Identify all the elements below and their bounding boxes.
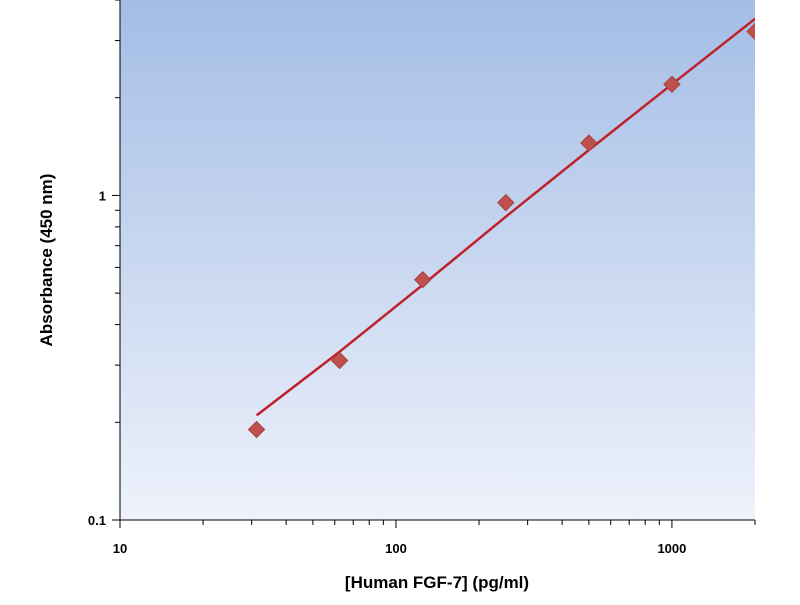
y-axis-title: Absorbance (450 nm) — [37, 174, 56, 347]
x-tick-labels: 10 100 1000 — [113, 541, 687, 556]
x-ticks — [119, 520, 756, 528]
y-tick-labels: 0.11 — [88, 188, 106, 528]
data-point — [330, 351, 349, 370]
y-tick-label: 0.1 — [88, 513, 106, 528]
data-point — [580, 134, 598, 152]
data-point — [247, 420, 266, 439]
x-tick-label: 100 — [385, 541, 407, 556]
data-point — [663, 75, 681, 93]
axes — [119, 0, 755, 521]
plot-area — [120, 0, 755, 520]
x-tick-label: 1000 — [657, 541, 686, 556]
data-point — [497, 193, 515, 212]
y-tick-label: 1 — [99, 188, 106, 203]
data-point — [746, 22, 755, 41]
data-point — [413, 270, 432, 289]
y-ticks — [112, 0, 120, 521]
data-points — [247, 22, 755, 439]
x-axis-title: [Human FGF-7] (pg/ml) — [345, 573, 529, 592]
x-tick-label: 10 — [113, 541, 127, 556]
